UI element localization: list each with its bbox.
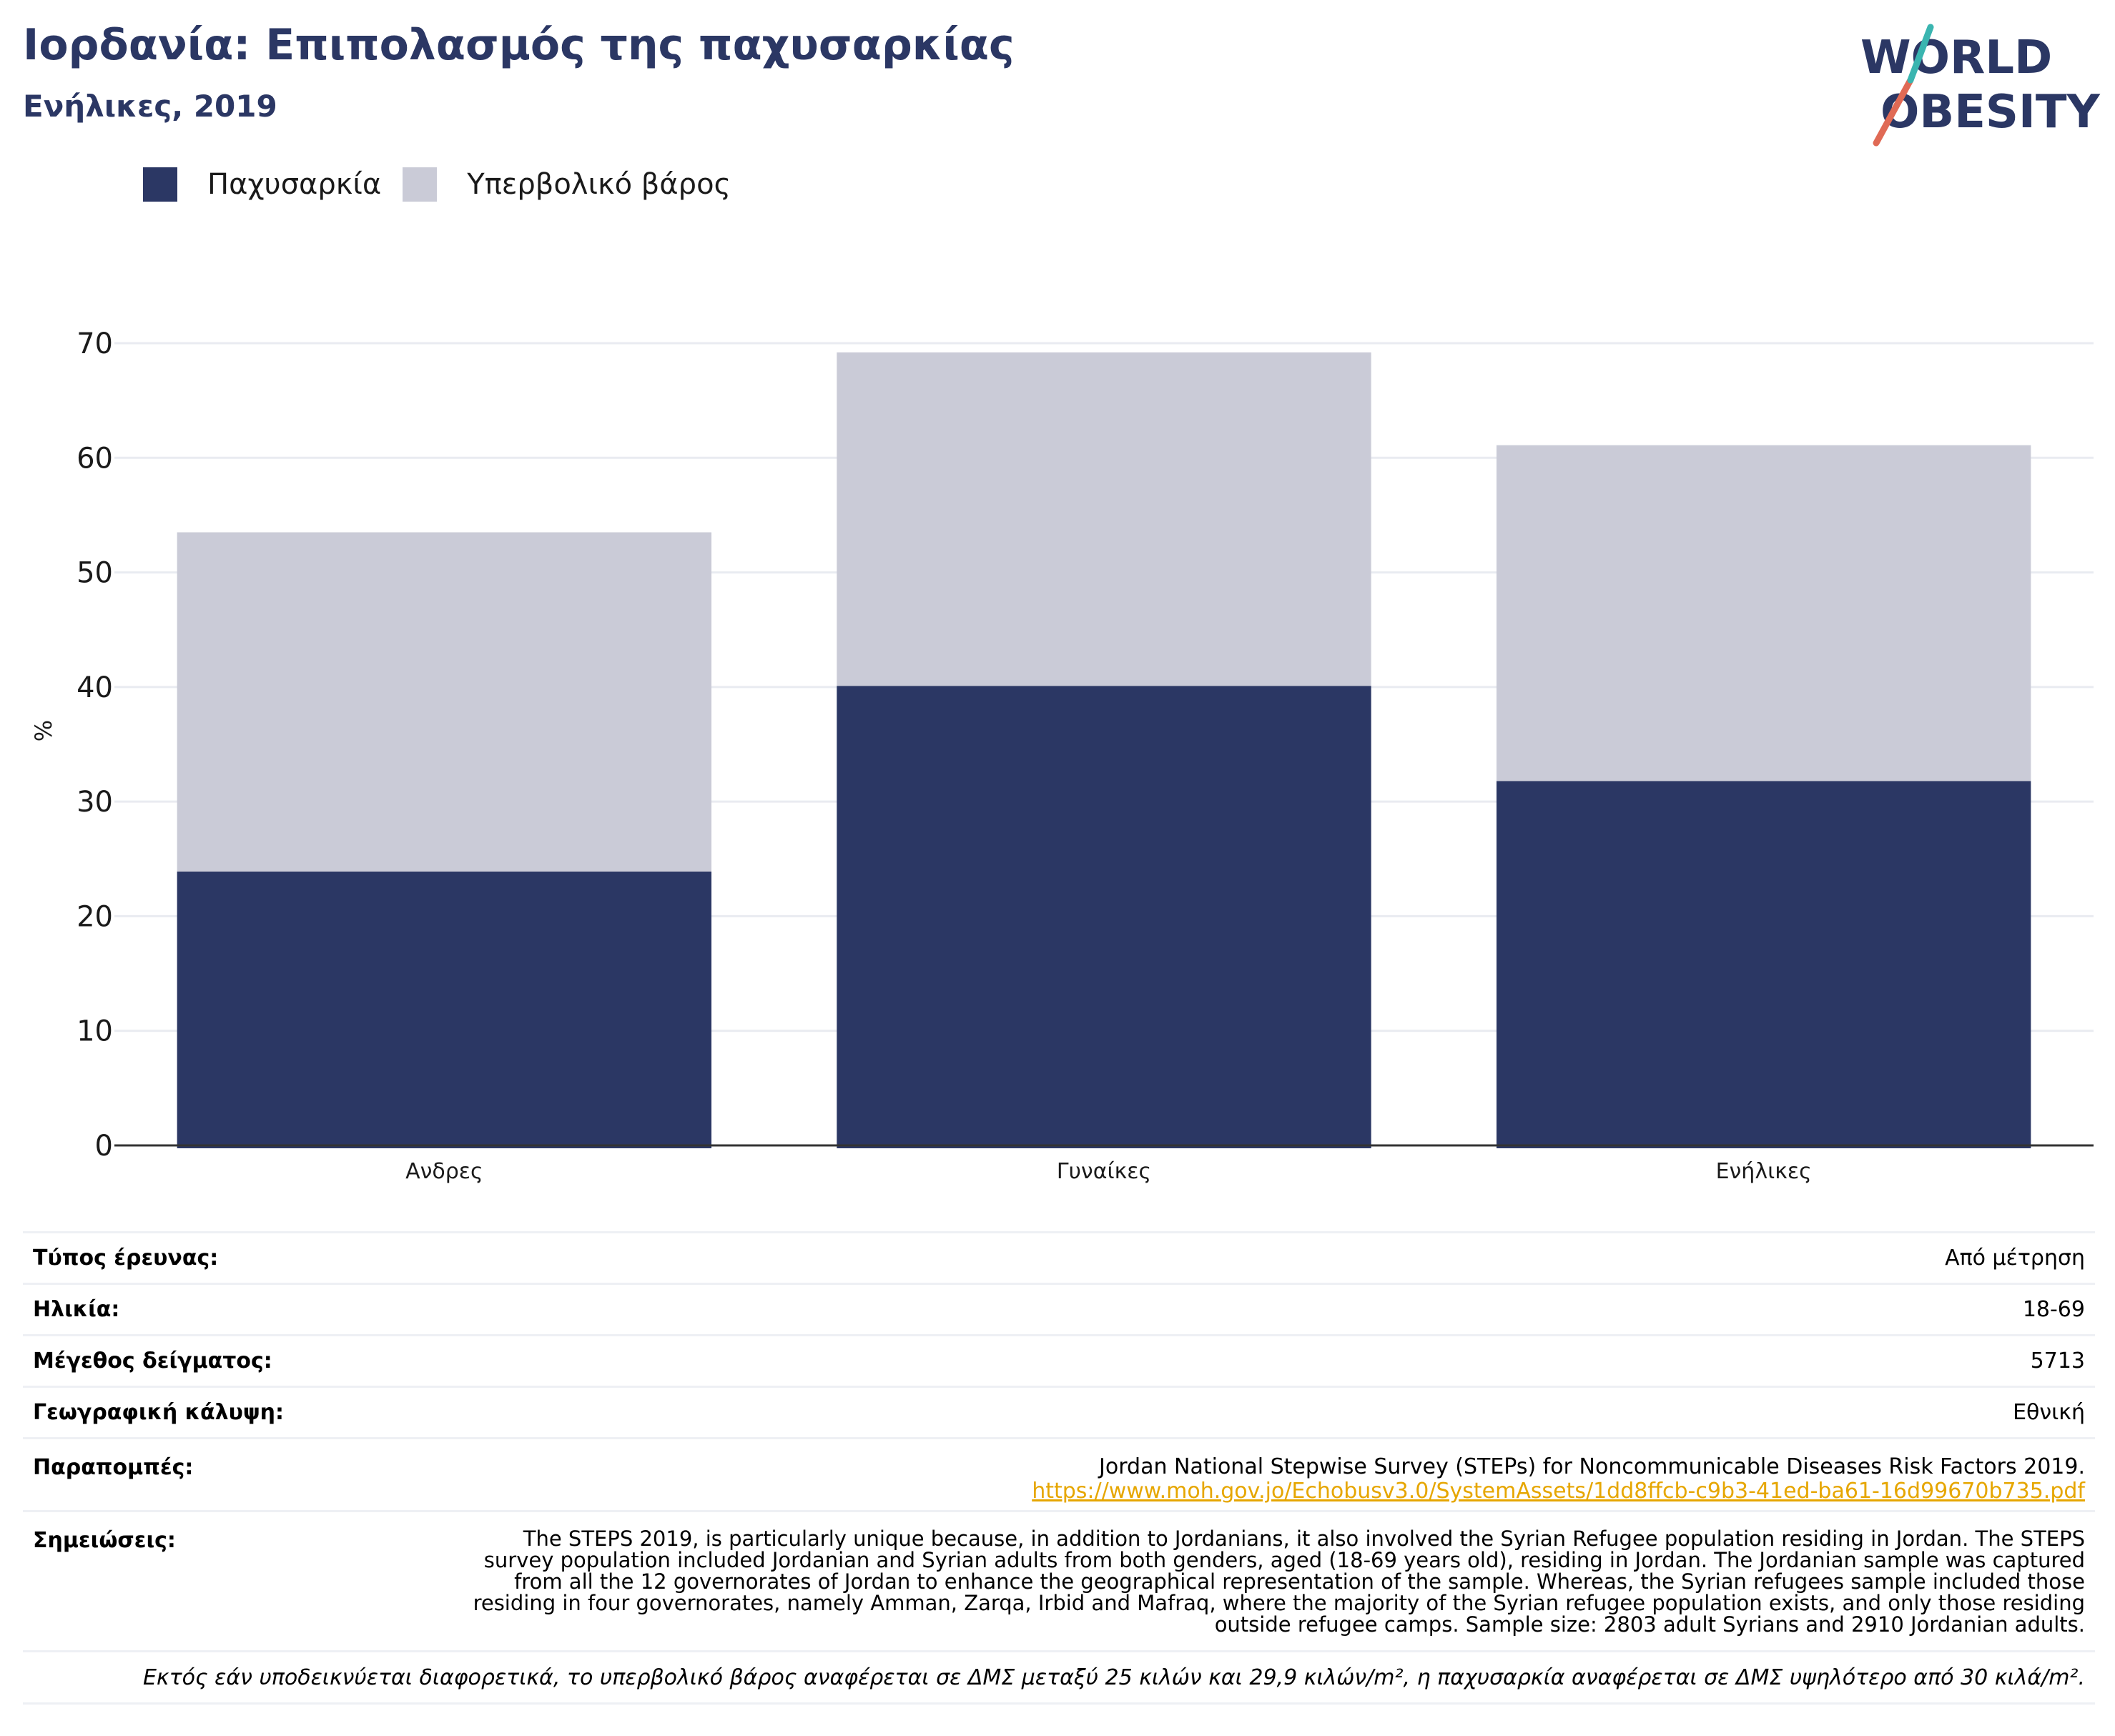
survey-type-label: Τύπος έρευνας: — [33, 1246, 219, 1271]
legend-swatch-overweight — [403, 167, 438, 202]
y-tick-label: 10 — [77, 1015, 113, 1048]
survey-type-value: Από μέτρηση — [1945, 1246, 2085, 1271]
survey-info-table: Τύπος έρευνας: Από μέτρηση Ηλικία: 18-69… — [23, 1231, 2095, 1705]
svg-text:OBESITY: OBESITY — [1880, 86, 2100, 139]
legend-item-overweight: Υπερβολικό βάρος — [403, 167, 731, 202]
definition-footnote: Εκτός εάν υποδεικνύεται διαφορετικά, το … — [23, 1650, 2095, 1705]
bar-segment — [837, 686, 1371, 1148]
info-row-survey-type: Τύπος έρευνας: Από μέτρηση — [23, 1231, 2095, 1283]
y-tick-label: 0 — [95, 1130, 113, 1163]
info-row-age: Ηλικία: 18-69 — [23, 1283, 2095, 1334]
x-tick-label: Γυναίκες — [1057, 1159, 1151, 1184]
chart-title: Ιορδανία: Επιπολασμός της παχυσαρκίας — [23, 20, 1015, 70]
bar-segment — [1496, 445, 2031, 781]
y-tick-label: 60 — [77, 442, 113, 475]
y-tick-label: 50 — [77, 557, 113, 590]
age-label: Ηλικία: — [33, 1297, 120, 1322]
legend-label-overweight: Υπερβολικό βάρος — [467, 168, 731, 201]
references-label: Παραπομπές: — [33, 1455, 194, 1480]
coverage-label: Γεωγραφική κάλυψη: — [33, 1400, 285, 1425]
chart-subtitle: Ενήλικες, 2019 — [23, 89, 277, 124]
references-value: Jordan National Stepwise Survey (STEPs) … — [1032, 1455, 2085, 1504]
y-tick-label: 70 — [77, 327, 113, 360]
notes-value: The STEPS 2019, is particularly unique b… — [473, 1527, 2085, 1637]
y-tick-label: 40 — [77, 671, 113, 704]
y-tick-label: 20 — [77, 900, 113, 933]
info-row-references: Παραπομπές: Jordan National Stepwise Sur… — [23, 1437, 2095, 1510]
age-value: 18-69 — [2022, 1297, 2085, 1322]
chart-legend: Παχυσαρκία Υπερβολικό βάρος — [143, 163, 752, 206]
sample-size-label: Μέγεθος δείγματος: — [33, 1348, 272, 1373]
svg-text:WORLD: WORLD — [1860, 31, 2052, 84]
y-tick-label: 30 — [77, 786, 113, 819]
y-axis-label: % — [30, 720, 57, 741]
world-obesity-logo: WORLD OBESITY — [1860, 24, 2100, 147]
sample-size-value: 5713 — [2030, 1348, 2085, 1373]
notes-label: Σημειώσεις: — [33, 1528, 176, 1553]
references-text: Jordan National Stepwise Survey (STEPs) … — [1099, 1454, 2085, 1479]
info-row-sample-size: Μέγεθος δείγματος: 5713 — [23, 1334, 2095, 1386]
bar-segment — [1496, 781, 2031, 1148]
stacked-bar-chart: 0 10 20 30 40 50 60 70% Ανδρες Γυναίκες Ενήλικες — [30, 327, 2094, 1184]
legend-item-obesity: Παχυσαρκία — [143, 167, 381, 202]
coverage-value: Εθνική — [2013, 1400, 2085, 1425]
legend-swatch-obesity — [143, 167, 177, 202]
bar-segment — [837, 352, 1371, 686]
x-tick-label: Ανδρες — [405, 1159, 483, 1184]
bar-segment — [177, 871, 712, 1148]
references-link[interactable]: https://www.moh.gov.jo/Echobusv3.0/Syste… — [1032, 1479, 2085, 1504]
info-row-coverage: Γεωγραφική κάλυψη: Εθνική — [23, 1386, 2095, 1437]
info-row-notes: Σημειώσεις: The STEPS 2019, is particula… — [23, 1510, 2095, 1650]
bar-segment — [177, 532, 712, 872]
x-tick-label: Ενήλικες — [1716, 1159, 1812, 1184]
legend-label-obesity: Παχυσαρκία — [207, 168, 382, 201]
